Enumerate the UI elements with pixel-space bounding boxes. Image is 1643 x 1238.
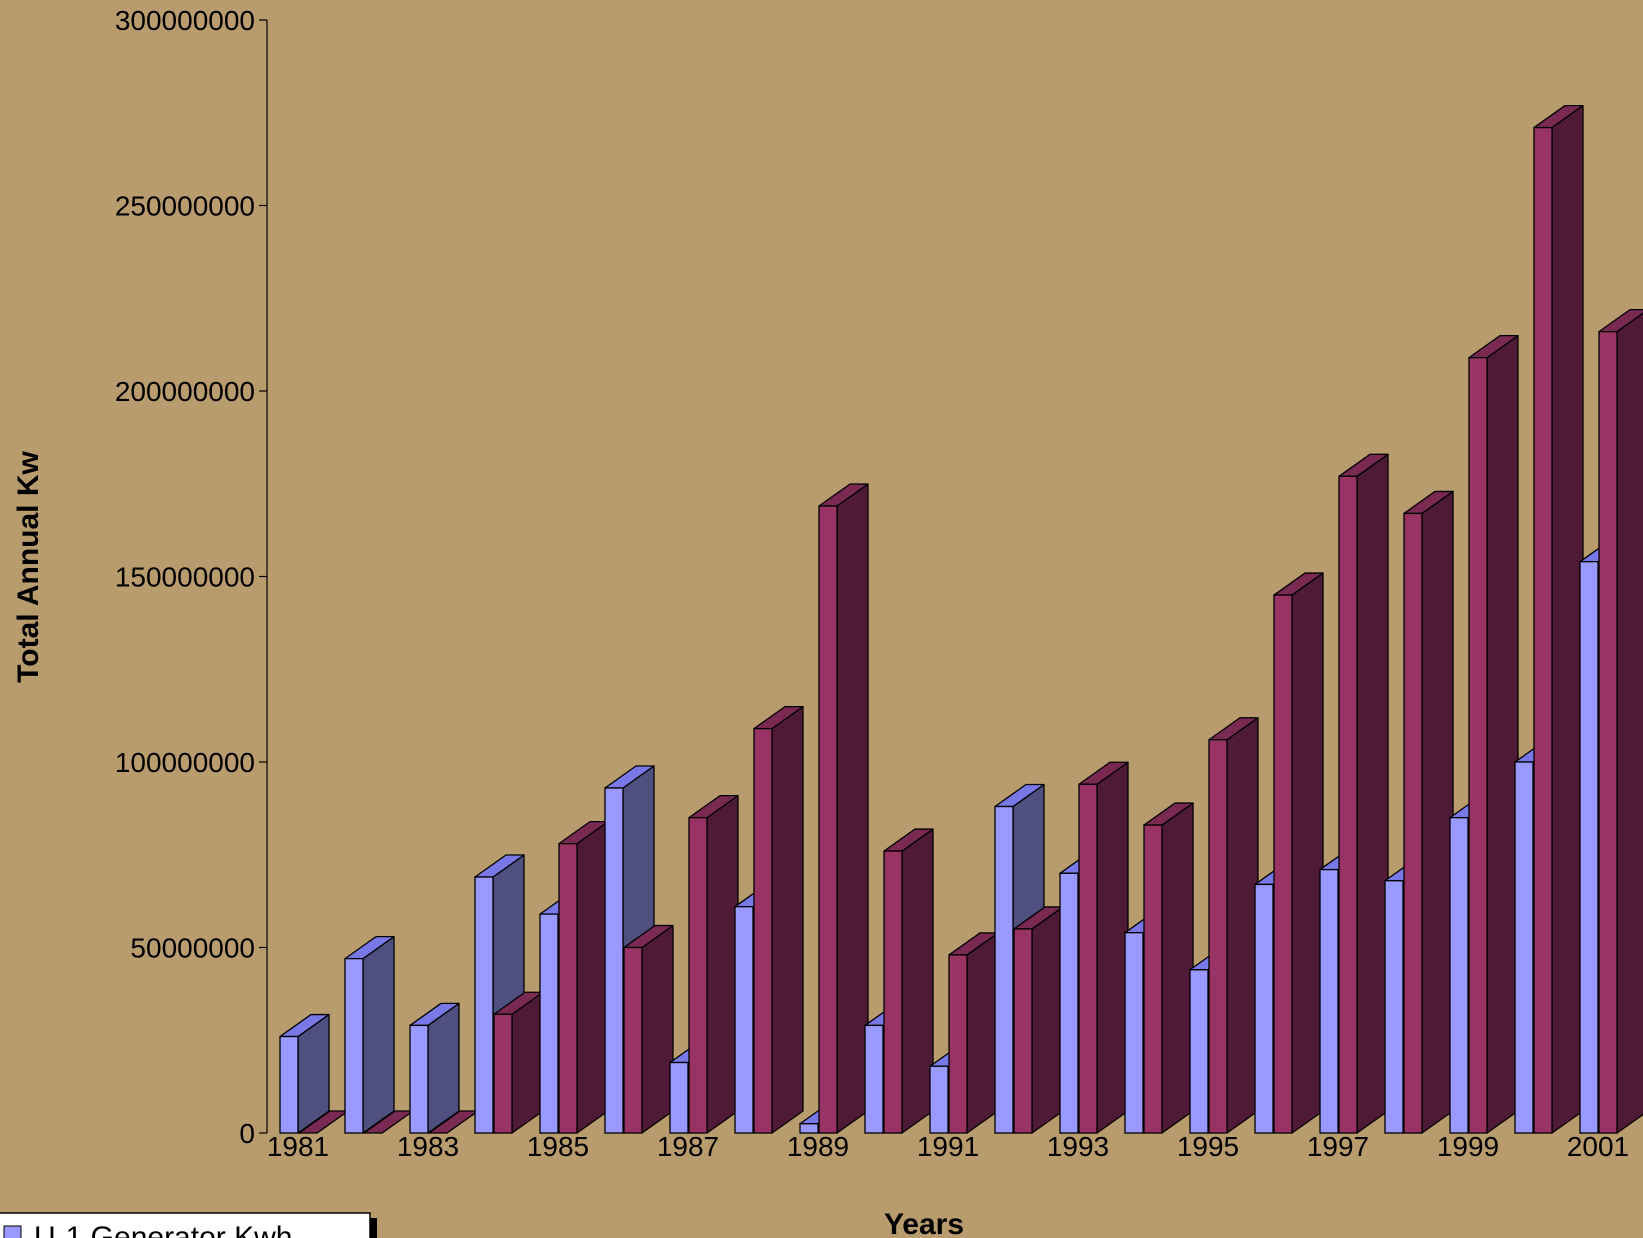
y-axis-title: Total Annual Kw [12, 451, 45, 683]
x-tick-label: 1999 [1437, 1131, 1499, 1162]
bar-series2-1988 [753, 705, 804, 1134]
legend-shadow [370, 1218, 377, 1238]
bar-series2-1999 [1468, 334, 1519, 1134]
legend-box [0, 1212, 371, 1238]
bar-series2-1990 [883, 828, 934, 1134]
bar-series2-1984 [493, 991, 544, 1134]
y-tick-label: 0 [239, 1118, 255, 1149]
x-axis-ticks: 1981 1983 1985 1987 1989 1991 1993 1995 1997 1999… [267, 1131, 1629, 1162]
bar-series2-1996 [1273, 572, 1324, 1134]
legend-swatch-u1 [3, 1225, 22, 1238]
y-tick-label: 50000000 [130, 933, 255, 964]
bar-series2-1985 [558, 820, 609, 1134]
bar-series2-1991 [948, 932, 999, 1134]
bar-series2-1987 [688, 795, 739, 1134]
bar-series2-1986 [623, 924, 674, 1134]
y-tick-label: 300000000 [115, 5, 255, 36]
x-tick-label: 1997 [1307, 1131, 1369, 1162]
y-tick-label: 200000000 [115, 376, 255, 407]
x-tick-label: 1985 [527, 1131, 589, 1162]
bar-u1-1981 [279, 1013, 330, 1134]
x-tick-label: 1983 [397, 1131, 459, 1162]
legend: U-1 Generator Kwh [0, 1212, 377, 1238]
bar-series2-1989 [818, 483, 869, 1134]
bar-series2-1997 [1338, 453, 1389, 1134]
y-tick-label: 150000000 [115, 562, 255, 593]
bar-u1-1982 [344, 935, 395, 1134]
y-axis-ticks: 0 50000000 100000000 150000000 200000000 2500… [115, 5, 267, 1149]
y-tick-label: 100000000 [115, 747, 255, 778]
x-tick-label: 2001 [1567, 1131, 1629, 1162]
x-tick-label: 1989 [787, 1131, 849, 1162]
x-tick-label: 1987 [657, 1131, 719, 1162]
bar-series2-2001 [1598, 308, 1643, 1134]
bar-series2-1995 [1208, 717, 1259, 1134]
y-tick-label: 250000000 [115, 191, 255, 222]
bar-series2-1993 [1078, 761, 1129, 1134]
x-tick-label: 1993 [1047, 1131, 1109, 1162]
bar-series2-1994 [1143, 802, 1194, 1134]
x-tick-label: 1995 [1177, 1131, 1239, 1162]
bar-series2-2000 [1533, 104, 1584, 1134]
x-tick-label: 1981 [267, 1131, 329, 1162]
x-axis-title: Years [884, 1208, 964, 1238]
x-tick-label: 1991 [917, 1131, 979, 1162]
bar-series2-1998 [1403, 490, 1454, 1134]
bars-layer [279, 104, 1643, 1134]
bar-series2-1992 [1013, 906, 1064, 1134]
legend-label-u1: U-1 Generator Kwh [34, 1221, 292, 1238]
bar-u1-1983 [409, 1002, 460, 1134]
